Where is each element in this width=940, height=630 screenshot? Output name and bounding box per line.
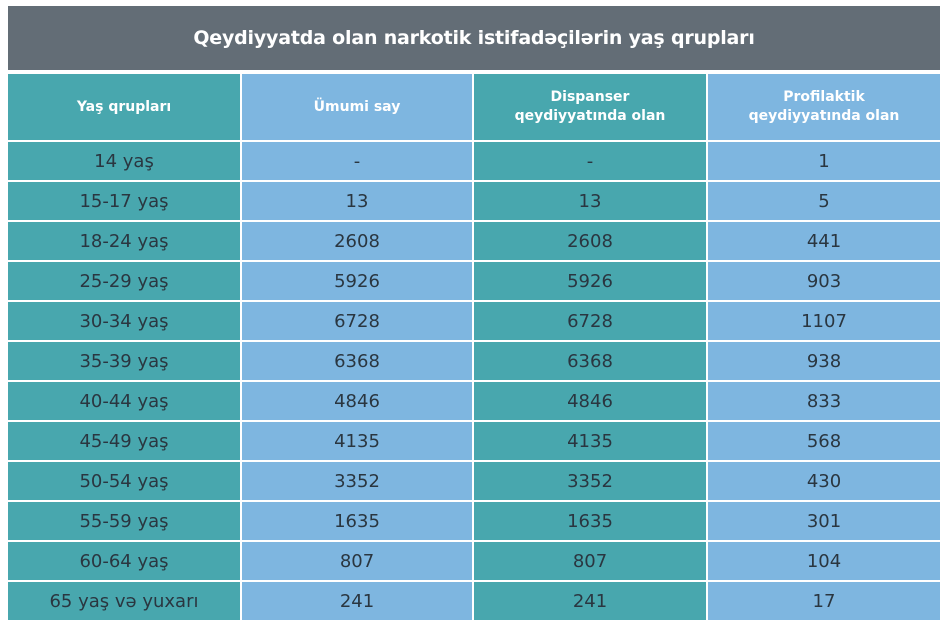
cell-preventive: 17: [708, 582, 940, 620]
cell-dispensary: 3352: [474, 462, 706, 500]
cell-dispensary: 2608: [474, 222, 706, 260]
cell-total: 807: [242, 542, 472, 580]
data-table: Yaş qrupları Ümumi say Dispanser qeydiyy…: [6, 72, 940, 622]
cell-dispensary: -: [474, 142, 706, 180]
cell-preventive: 430: [708, 462, 940, 500]
cell-dispensary: 6368: [474, 342, 706, 380]
header-preventive: Profilaktik qeydiyyatında olan: [708, 74, 940, 140]
table-row: 25-29 yaş 5926 5926 903: [8, 262, 940, 300]
cell-dispensary: 807: [474, 542, 706, 580]
cell-preventive: 1: [708, 142, 940, 180]
table-row: 30-34 yaş 6728 6728 1107: [8, 302, 940, 340]
table-row: 50-54 yaş 3352 3352 430: [8, 462, 940, 500]
cell-total: 5926: [242, 262, 472, 300]
cell-preventive: 833: [708, 382, 940, 420]
cell-age-group: 14 yaş: [8, 142, 240, 180]
cell-total: 4135: [242, 422, 472, 460]
cell-preventive: 441: [708, 222, 940, 260]
cell-preventive: 104: [708, 542, 940, 580]
cell-preventive: 938: [708, 342, 940, 380]
cell-dispensary: 6728: [474, 302, 706, 340]
cell-preventive: 5: [708, 182, 940, 220]
cell-total: -: [242, 142, 472, 180]
table-row: 55-59 yaş 1635 1635 301: [8, 502, 940, 540]
table-row: 45-49 yaş 4135 4135 568: [8, 422, 940, 460]
cell-age-group: 45-49 yaş: [8, 422, 240, 460]
header-row: Yaş qrupları Ümumi say Dispanser qeydiyy…: [8, 74, 940, 140]
cell-age-group: 60-64 yaş: [8, 542, 240, 580]
table-row: 40-44 yaş 4846 4846 833: [8, 382, 940, 420]
cell-preventive: 903: [708, 262, 940, 300]
cell-age-group: 30-34 yaş: [8, 302, 240, 340]
cell-age-group: 55-59 yaş: [8, 502, 240, 540]
cell-total: 4846: [242, 382, 472, 420]
table-body: 14 yaş - -1 15-17 yaş 13 13 5 18-24 yaş 2608 2608…: [8, 142, 940, 620]
cell-preventive: 568: [708, 422, 940, 460]
cell-age-group: 50-54 yaş: [8, 462, 240, 500]
table-row: 15-17 yaş 13 13 5: [8, 182, 940, 220]
cell-age-group: 15-17 yaş: [8, 182, 240, 220]
cell-dispensary: 1635: [474, 502, 706, 540]
table-row: 65 yaş və yuxarı 241 241 17: [8, 582, 940, 620]
table-title: Qeydiyyatda olan narkotik istifadəçiləri…: [8, 6, 940, 70]
table-figure: Qeydiyyatda olan narkotik istifadəçiləri…: [8, 6, 940, 630]
table-row: 18-24 yaş 2608 2608 441: [8, 222, 940, 260]
cell-age-group: 35-39 yaş: [8, 342, 240, 380]
cell-age-group: 18-24 yaş: [8, 222, 240, 260]
cell-dispensary: 4135: [474, 422, 706, 460]
table-row: 14 yaş - -1: [8, 142, 940, 180]
cell-dispensary: 241: [474, 582, 706, 620]
cell-total: 1635: [242, 502, 472, 540]
header-total: Ümumi say: [242, 74, 472, 140]
cell-preventive: 1107: [708, 302, 940, 340]
cell-age-group: 65 yaş və yuxarı: [8, 582, 240, 620]
cell-total: 3352: [242, 462, 472, 500]
cell-total: 6728: [242, 302, 472, 340]
cell-dispensary: 5926: [474, 262, 706, 300]
cell-total: 241: [242, 582, 472, 620]
cell-age-group: 40-44 yaş: [8, 382, 240, 420]
cell-dispensary: 4846: [474, 382, 706, 420]
cell-total: 6368: [242, 342, 472, 380]
header-dispensary: Dispanser qeydiyyatında olan: [474, 74, 706, 140]
cell-age-group: 25-29 yaş: [8, 262, 240, 300]
table-row: 60-64 yaş 807 807 104: [8, 542, 940, 580]
header-age-group: Yaş qrupları: [8, 74, 240, 140]
cell-dispensary: 13: [474, 182, 706, 220]
table-row: 35-39 yaş 6368 6368 938: [8, 342, 940, 380]
cell-total: 2608: [242, 222, 472, 260]
cell-preventive: 301: [708, 502, 940, 540]
cell-total: 13: [242, 182, 472, 220]
